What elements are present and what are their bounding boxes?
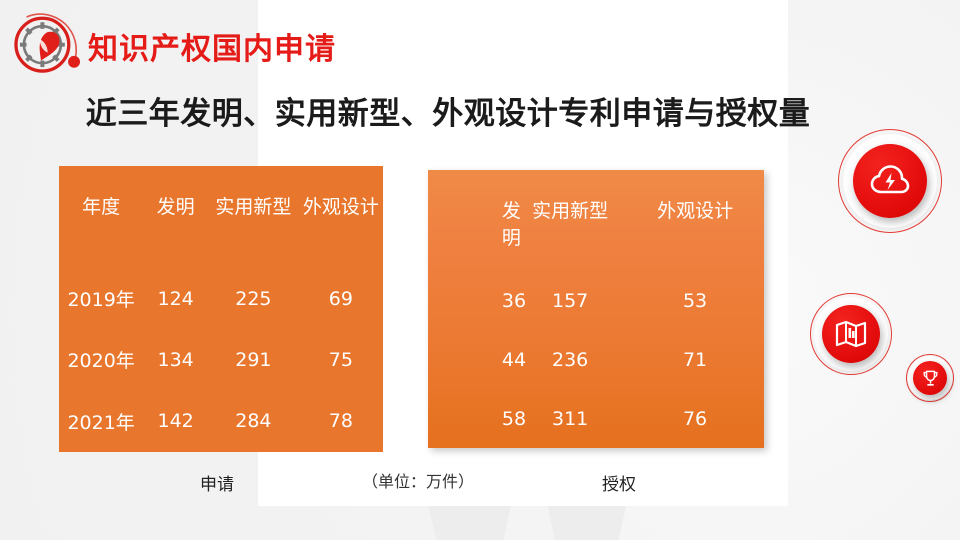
grants-table: 发明 实用新型 外观设计 36 157 53 44 236 71 58 [428,170,764,448]
cell-year: 2019年 [67,289,135,312]
cell-utility: 225 [235,287,272,310]
table-row: 2019年 124 225 69 [59,268,383,329]
table-row: 36 157 53 [428,272,764,331]
map-button-ring [810,293,892,375]
table-row: 58 311 76 [428,389,764,448]
column-header-utility: 实用新型 [215,196,292,218]
unit-note: （单位：万件） [362,472,475,491]
column-header-year: 年度 [82,196,121,218]
trophy-button[interactable] [913,361,947,395]
cell-invention: 134 [157,348,194,371]
applications-table: 年度 发明 实用新型 外观设计 2019年 124 225 69 2020年 1… [59,166,383,452]
table-header-row: 发明 实用新型 外观设计 [428,170,764,272]
column-header-utility: 实用新型 [532,200,609,222]
column-header-invention: 发明 [156,196,195,218]
cell-design: 75 [328,348,353,371]
map-icon [835,320,867,348]
cell-invention: 44 [501,348,527,371]
grants-caption: 授权 [602,475,636,495]
table-row: 44 236 71 [428,331,764,390]
cell-invention: 142 [157,410,194,433]
cell-utility: 291 [235,348,272,371]
header-title: 知识产权国内申请 [88,32,336,67]
applications-caption: 申请 [200,475,234,495]
column-header-design: 外观设计 [657,200,734,222]
cell-year: 2021年 [67,411,135,434]
cell-design: 69 [328,287,353,310]
slide-header: 知识产权国内申请 [0,0,960,86]
gear-heart-logo-icon [14,13,80,73]
cell-design: 71 [682,348,708,371]
table-row: 2020年 134 291 75 [59,329,383,390]
cell-invention: 124 [157,287,194,310]
trophy-icon [922,370,938,386]
cell-design: 78 [328,410,353,433]
trophy-button-ring [906,354,954,402]
table-row: 2021年 142 284 78 [59,391,383,452]
cell-design: 53 [682,290,708,313]
cloud-button-ring [838,129,942,233]
cell-design: 76 [682,407,708,430]
cell-utility: 236 [552,348,589,371]
cell-invention: 36 [501,290,527,313]
cell-year: 2020年 [67,350,135,373]
column-header-invention: 发明 [501,200,521,249]
cloud-lightning-icon [870,165,910,194]
table-header-row: 年度 发明 实用新型 外观设计 [59,166,383,268]
page-title: 近三年发明、实用新型、外观设计专利申请与授权量 [85,96,811,132]
column-header-design: 外观设计 [302,196,379,218]
cell-utility: 284 [235,410,272,433]
cell-utility: 311 [552,407,589,430]
cell-invention: 58 [501,407,527,430]
cell-utility: 157 [552,290,589,313]
map-button[interactable] [822,305,880,363]
cloud-lightning-button[interactable] [853,144,927,218]
